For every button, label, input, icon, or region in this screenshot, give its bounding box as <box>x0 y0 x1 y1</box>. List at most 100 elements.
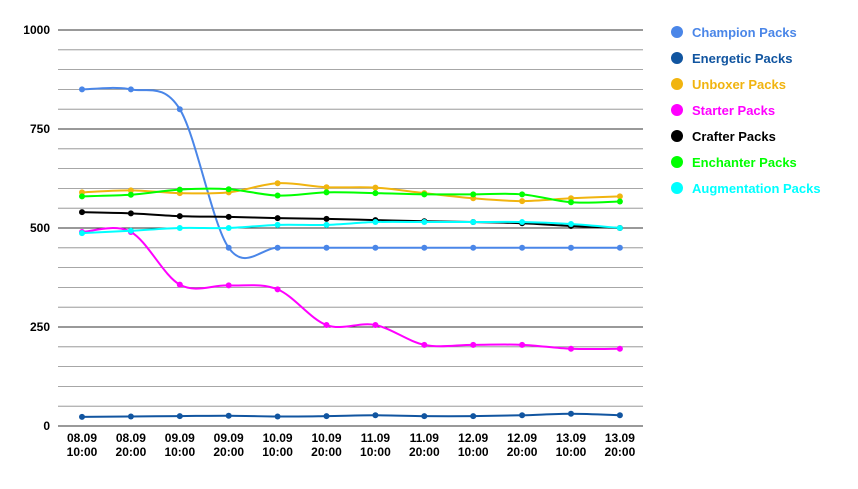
series-augmentation-packs <box>79 219 623 237</box>
x-tick-time: 20:00 <box>409 445 440 459</box>
data-point <box>568 199 574 206</box>
data-point <box>79 413 85 420</box>
legend-item-augmentation-packs: Augmentation Packs <box>671 181 821 196</box>
x-tick-time: 10:00 <box>458 445 489 459</box>
data-point <box>616 198 623 205</box>
data-point <box>519 219 526 226</box>
data-point <box>176 106 183 113</box>
legend-label: Augmentation Packs <box>692 181 821 196</box>
x-tick-time: 20:00 <box>605 445 636 459</box>
data-point <box>616 345 623 352</box>
series-line <box>81 187 620 204</box>
legend-marker <box>671 182 683 194</box>
data-point <box>372 184 379 191</box>
x-tick-time: 10:00 <box>67 445 98 459</box>
x-tick-time: 10:00 <box>164 445 195 459</box>
x-tick-date: 12.09 <box>458 431 488 445</box>
x-tick-time: 10:00 <box>360 445 391 459</box>
x-tick-time: 20:00 <box>116 445 147 459</box>
data-point <box>79 86 85 93</box>
data-point <box>323 215 330 222</box>
data-point <box>274 215 281 222</box>
data-point <box>372 412 379 419</box>
data-point <box>470 219 477 226</box>
data-point <box>127 227 134 234</box>
legend-label: Unboxer Packs <box>692 77 786 92</box>
x-tick-time: 20:00 <box>311 445 342 459</box>
legend-label: Starter Packs <box>692 103 775 118</box>
series-starter-packs <box>79 227 623 352</box>
y-tick-label: 750 <box>30 122 50 136</box>
data-point <box>470 244 477 251</box>
data-point <box>616 193 623 200</box>
series-line <box>81 182 620 203</box>
data-point <box>519 341 526 348</box>
series-line <box>81 227 620 351</box>
legend-item-starter-packs: Starter Packs <box>671 103 775 118</box>
data-point <box>519 244 526 251</box>
legend-marker <box>671 104 683 116</box>
x-tick-date: 11.09 <box>410 431 440 445</box>
data-point <box>225 412 232 419</box>
legend-label: Enchanter Packs <box>692 155 797 170</box>
series-line <box>81 211 620 229</box>
data-point <box>127 413 134 420</box>
data-point <box>616 225 623 231</box>
x-tick-date: 12.09 <box>507 431 537 445</box>
x-tick-date: 10.09 <box>311 431 341 445</box>
y-tick-label: 500 <box>30 221 50 235</box>
legend-label: Crafter Packs <box>692 129 776 144</box>
x-tick-date: 08.09 <box>116 431 146 445</box>
data-point <box>127 187 134 194</box>
series-line <box>81 412 620 418</box>
data-point <box>519 191 526 198</box>
data-point <box>79 209 85 216</box>
data-point <box>372 190 379 197</box>
data-point <box>176 213 183 220</box>
legend-item-enchanter-packs: Enchanter Packs <box>671 155 797 170</box>
series-enchanter-packs <box>79 186 623 206</box>
data-point <box>519 198 526 205</box>
legend-item-unboxer-packs: Unboxer Packs <box>671 77 786 92</box>
series-line <box>81 220 620 235</box>
axes: 0250500750100008.0910:0008.0920:0009.091… <box>23 23 635 459</box>
data-point <box>568 345 574 352</box>
data-point <box>79 193 85 200</box>
data-point <box>127 191 134 198</box>
legend: Champion Packs Energetic Packs Unboxer Pac… <box>671 25 821 196</box>
series-energetic-packs <box>79 410 623 420</box>
data-point <box>421 341 428 348</box>
data-point <box>372 219 379 226</box>
series-lines <box>79 86 623 420</box>
data-point <box>421 219 428 226</box>
legend-marker <box>671 130 683 142</box>
x-tick-date: 13.09 <box>556 431 586 445</box>
legend-marker <box>671 78 683 90</box>
data-point <box>372 322 379 329</box>
data-point <box>421 413 428 420</box>
data-point <box>323 413 330 420</box>
legend-item-energetic-packs: Energetic Packs <box>671 51 792 66</box>
y-tick-label: 250 <box>30 320 50 334</box>
data-point <box>274 192 281 199</box>
data-point <box>470 413 477 420</box>
data-point <box>225 244 232 251</box>
data-point <box>616 244 623 251</box>
data-point <box>225 282 232 289</box>
legend-item-champion-packs: Champion Packs <box>671 25 797 40</box>
data-point <box>79 230 85 237</box>
data-point <box>323 189 330 196</box>
x-tick-date: 08.09 <box>67 431 97 445</box>
data-point <box>274 413 281 420</box>
